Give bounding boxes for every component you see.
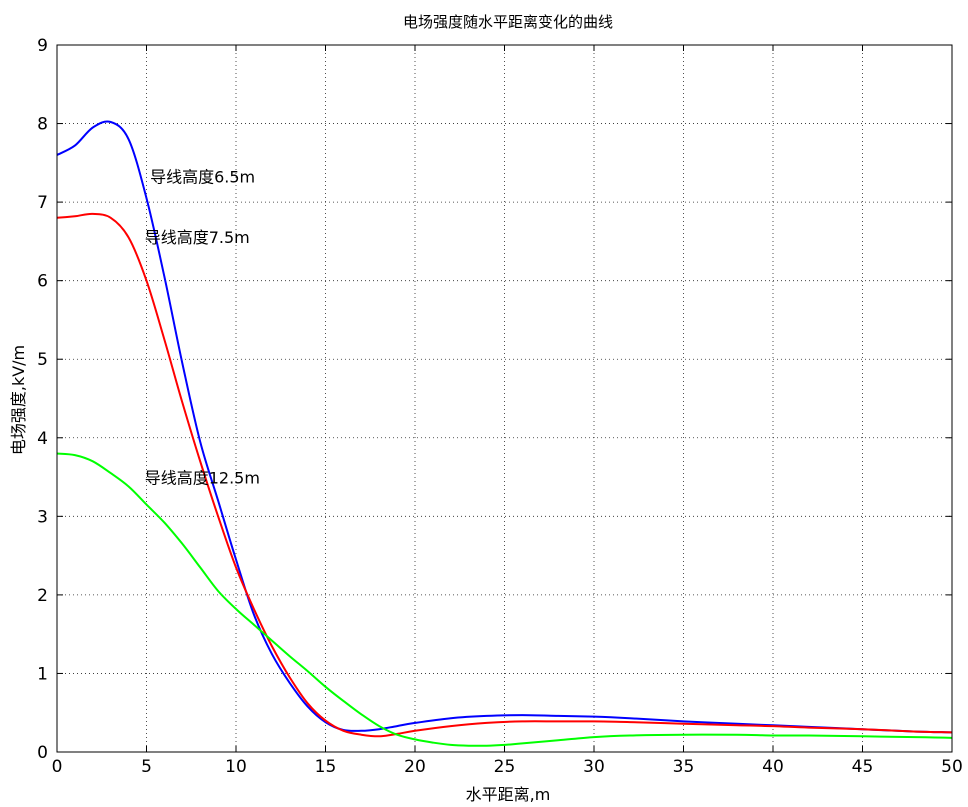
y-tick-label: 5	[37, 350, 48, 370]
y-tick-label: 2	[37, 586, 48, 606]
series-lines	[56, 120, 953, 747]
chart-title: 电场强度随水平距离变化的曲线	[403, 13, 613, 31]
series-annotation: 导线高度7.5m	[145, 228, 250, 247]
series-line	[56, 452, 953, 747]
grid	[57, 45, 952, 752]
x-tick-label: 40	[762, 757, 784, 777]
series-annotation: 导线高度12.5m	[145, 468, 260, 487]
y-tick-label: 1	[37, 664, 48, 684]
x-tick-label: 35	[673, 757, 695, 777]
y-tick-label: 8	[37, 115, 48, 135]
series-line	[56, 212, 953, 738]
y-axis-title: 电场强度,kV/m	[9, 345, 28, 455]
y-tick-label: 4	[37, 429, 48, 449]
y-tick-label: 7	[37, 193, 48, 213]
x-tick-label: 15	[315, 757, 337, 777]
y-tick-label: 0	[37, 743, 48, 763]
x-tick-label: 30	[583, 757, 605, 777]
series-annotation: 导线高度6.5m	[150, 167, 255, 186]
y-tick-label: 9	[37, 36, 48, 56]
series-line	[56, 120, 953, 734]
x-axis-title: 水平距离,m	[466, 785, 551, 804]
y-tick-label: 3	[37, 507, 48, 527]
y-tick-label: 6	[37, 272, 48, 292]
x-tick-label: 25	[494, 757, 516, 777]
x-tick-label: 50	[941, 757, 963, 777]
annotations: 导线高度6.5m 导线高度7.5m 导线高度12.5m	[145, 167, 260, 487]
x-tick-label: 20	[404, 757, 426, 777]
x-tick-label: 5	[141, 757, 152, 777]
x-tick-label: 0	[52, 757, 63, 777]
x-tick-label: 45	[852, 757, 874, 777]
x-tick-label: 10	[225, 757, 247, 777]
